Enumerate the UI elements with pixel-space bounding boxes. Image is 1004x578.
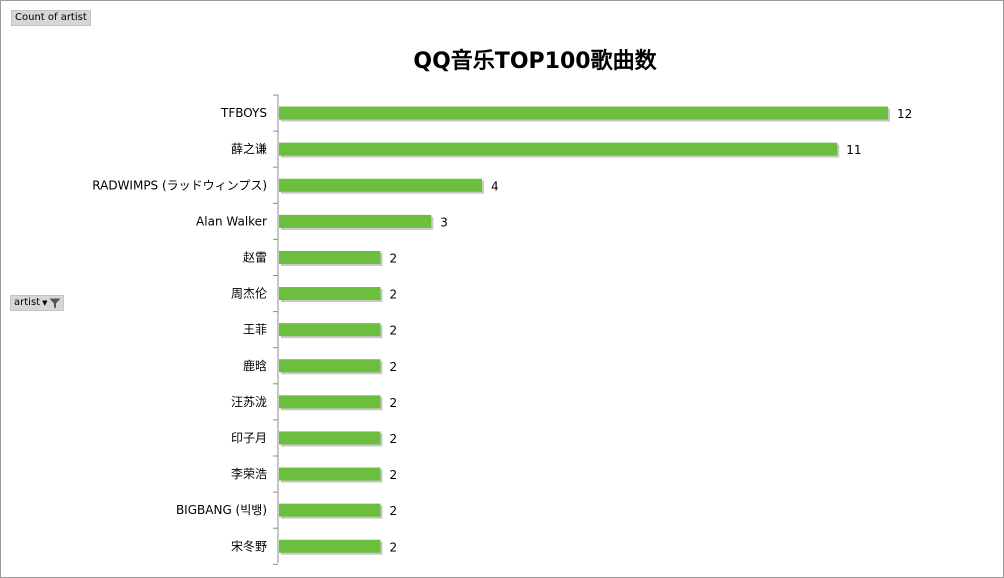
data-label: 2 xyxy=(390,288,398,302)
bar[interactable] xyxy=(279,467,381,481)
chart-title: QQ音乐TOP100歌曲数 xyxy=(413,48,657,74)
bar[interactable] xyxy=(279,287,381,301)
data-label: 3 xyxy=(440,215,448,229)
data-label: 2 xyxy=(390,251,398,265)
category-label: BIGBANG (빅뱅) xyxy=(176,503,267,517)
value-field-label: Count of artist xyxy=(15,12,87,23)
data-label: 11 xyxy=(846,143,861,157)
data-label: 2 xyxy=(390,432,398,446)
value-field-button[interactable]: Count of artist xyxy=(11,10,91,26)
category-label: RADWIMPS (ラッドウィンプス) xyxy=(92,178,267,192)
category-label: TFBOYS xyxy=(220,106,267,120)
bar[interactable] xyxy=(279,539,381,553)
category-label: 李荣浩 xyxy=(231,466,267,481)
data-label: 2 xyxy=(390,468,398,482)
category-label: 汪苏泷 xyxy=(231,395,267,409)
bar[interactable] xyxy=(279,503,381,517)
category-label: 薛之谦 xyxy=(231,142,267,156)
filter-icon[interactable] xyxy=(49,298,61,309)
data-label: 2 xyxy=(390,324,398,338)
category-label: 周杰伦 xyxy=(231,286,267,301)
category-label: 王菲 xyxy=(243,323,267,337)
data-label: 2 xyxy=(390,360,398,374)
bar[interactable] xyxy=(279,106,888,120)
bar[interactable] xyxy=(279,323,381,337)
data-labels: 12 11 4 3 2 2 2 2 2 2 2 2 2 xyxy=(390,107,913,554)
row-field-button[interactable]: artist ▼ xyxy=(10,295,65,311)
y-axis-ticks xyxy=(273,94,278,565)
category-label: 鹿晗 xyxy=(243,358,267,373)
data-label: 2 xyxy=(390,504,398,518)
bar[interactable] xyxy=(279,359,381,373)
category-labels: TFBOYS 薛之谦 RADWIMPS (ラッドウィンプス) Alan Walker 赵… xyxy=(92,106,267,553)
bars-group xyxy=(279,106,890,555)
bar[interactable] xyxy=(279,431,381,445)
chevron-down-icon[interactable]: ▼ xyxy=(42,299,48,307)
data-label: 4 xyxy=(491,179,499,193)
row-field-label: artist xyxy=(14,297,41,308)
category-label: 宋冬野 xyxy=(231,538,267,553)
category-label: 赵雷 xyxy=(243,250,267,264)
category-label: 印子月 xyxy=(231,431,267,445)
bar[interactable] xyxy=(279,395,381,409)
bar[interactable] xyxy=(279,250,381,264)
data-label: 2 xyxy=(390,396,398,410)
category-label: Alan Walker xyxy=(196,214,267,228)
bar[interactable] xyxy=(279,214,432,228)
data-label: 2 xyxy=(390,540,398,554)
bar[interactable] xyxy=(279,178,482,192)
bar[interactable] xyxy=(279,142,838,156)
data-label: 12 xyxy=(897,107,912,121)
